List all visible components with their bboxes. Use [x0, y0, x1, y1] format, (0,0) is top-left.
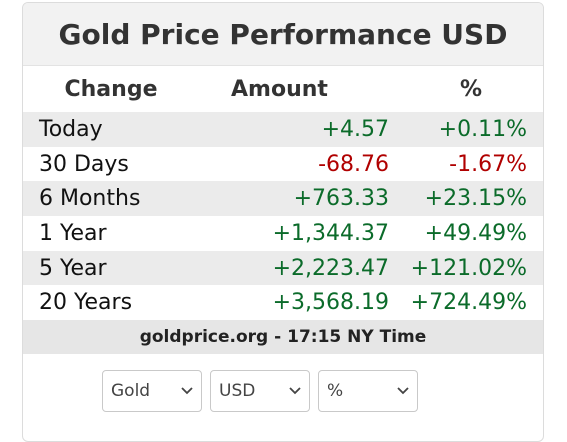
row-label: Today	[23, 112, 199, 147]
unit-select-value: %	[327, 381, 344, 401]
row-amount: +3,568.19	[199, 285, 389, 321]
chevron-down-icon	[181, 387, 193, 395]
row-label: 30 Days	[23, 146, 199, 182]
row-amount: +763.33	[199, 181, 389, 217]
chevron-down-icon	[397, 387, 409, 395]
row-amount: +1,344.37	[199, 216, 389, 251]
unit-select[interactable]: %	[318, 370, 418, 412]
table-row: Today +4.57 +0.11%	[23, 112, 543, 147]
widget-title: Gold Price Performance USD	[23, 3, 543, 66]
metal-select[interactable]: Gold	[102, 370, 202, 412]
row-label: 20 Years	[23, 285, 199, 321]
row-amount: +2,223.47	[199, 250, 389, 286]
row-percent: +724.49%	[389, 285, 543, 321]
row-label: 1 Year	[23, 216, 199, 251]
selector-group: Gold USD %	[102, 370, 418, 412]
gold-performance-widget: Gold Price Performance USD Change Amount…	[22, 2, 544, 442]
row-amount: -68.76	[199, 146, 389, 182]
currency-select-value: USD	[219, 381, 256, 401]
table-row: 1 Year +1,344.37 +49.49%	[23, 216, 543, 251]
row-percent: +0.11%	[389, 112, 543, 147]
chevron-down-icon	[289, 387, 301, 395]
row-amount: +4.57	[199, 112, 389, 147]
performance-table: Change Amount % Today +4.57 +0.11% 30 Da…	[23, 66, 543, 321]
table-row: 5 Year +2,223.47 +121.02%	[23, 250, 543, 286]
row-percent: +23.15%	[389, 181, 543, 217]
table-header-row: Change Amount %	[23, 66, 543, 112]
row-percent: +121.02%	[389, 250, 543, 286]
currency-select[interactable]: USD	[210, 370, 310, 412]
row-percent: +49.49%	[389, 216, 543, 251]
column-header-amount: Amount	[231, 76, 328, 102]
column-header-percent: %	[459, 76, 483, 102]
column-header-change: Change	[64, 76, 158, 102]
table-row: 30 Days -68.76 -1.67%	[23, 146, 543, 182]
row-label: 6 Months	[23, 181, 199, 217]
table-row: 20 Years +3,568.19 +724.49%	[23, 285, 543, 321]
metal-select-value: Gold	[111, 381, 151, 401]
row-label: 5 Year	[23, 250, 199, 286]
row-percent: -1.67%	[389, 146, 543, 182]
table-row: 6 Months +763.33 +23.15%	[23, 181, 543, 217]
source-timestamp: goldprice.org - 17:15 NY Time	[23, 320, 543, 355]
